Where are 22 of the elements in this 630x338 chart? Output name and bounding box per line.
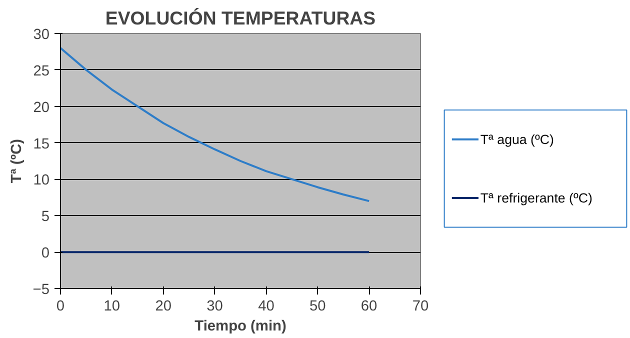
y-tick-label: 0 — [41, 246, 50, 262]
x-tick-label: 20 — [155, 298, 172, 314]
x-tick-label: 10 — [104, 298, 120, 314]
y-tick-label: 20 — [33, 100, 50, 116]
x-tick-label: 50 — [309, 298, 326, 314]
y-tick-label: 5 — [41, 209, 50, 226]
x-tick-label: 70 — [412, 298, 429, 314]
y-tick-label: 25 — [33, 63, 50, 80]
legend-label: Tª refrigerante (ºC) — [480, 190, 592, 206]
line-series — [60, 47, 370, 202]
x-tick-label: 30 — [206, 298, 223, 314]
y-tick-label: 10 — [33, 172, 50, 189]
x-axis-title: Tiempo (min) — [194, 318, 286, 334]
x-tick-label: 0 — [56, 298, 65, 314]
x-tick-label: 60 — [360, 298, 378, 314]
legend-label: Tª agua (ºC) — [480, 132, 554, 147]
y-axis-title: Tª (ºC) — [8, 138, 25, 184]
x-tick-label: 40 — [258, 298, 274, 314]
chart-title: EVOLUCIÓN TEMPERATURAS — [105, 8, 376, 28]
y-tick-label: 30 — [33, 27, 50, 43]
y-tick-label: −5 — [32, 282, 50, 298]
y-tick-label: 15 — [33, 136, 50, 152]
